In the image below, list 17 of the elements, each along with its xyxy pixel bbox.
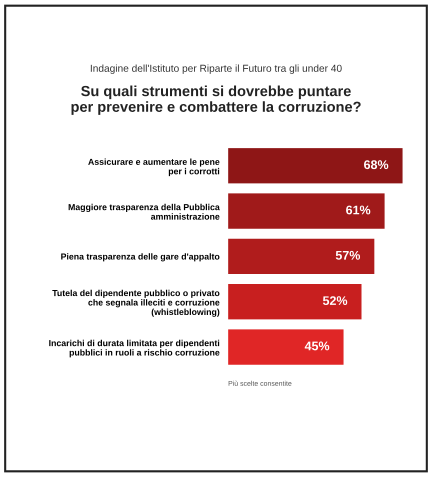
chart-subtitle: Indagine dell'Istituto per Riparte il Futuro tra gli under 40	[90, 64, 342, 74]
data-label: 45%	[304, 342, 330, 350]
y-tick-label: Maggiore trasparenza della Pubblica amministrazione	[68, 204, 220, 220]
bar	[228, 148, 403, 184]
data-label: 68%	[364, 160, 388, 170]
y-tick-label: Assicurare e aumentare le pene per i corrotti	[88, 158, 220, 176]
chart-title: Su quali strumenti si dovrebbe puntare per prevenire e combattere la corruzione?	[71, 86, 361, 115]
data-label: 61%	[346, 206, 370, 214]
data-label: 57%	[336, 250, 360, 260]
bar	[228, 329, 344, 365]
bar	[228, 284, 362, 320]
bar	[228, 193, 385, 229]
y-tick-label: Incarichi di durata limitata per dipendenti pubblici in ruoli a rischio corruzione	[49, 340, 220, 358]
data-label: 52%	[322, 296, 348, 306]
y-tick-label: Piena trasparenza delle gare d'appalto	[61, 253, 220, 262]
y-tick-label: Tutela del dipendente pubblico o privato che segnala illeciti e corruzione (whistleblowing)	[52, 290, 220, 317]
bar	[228, 238, 374, 274]
